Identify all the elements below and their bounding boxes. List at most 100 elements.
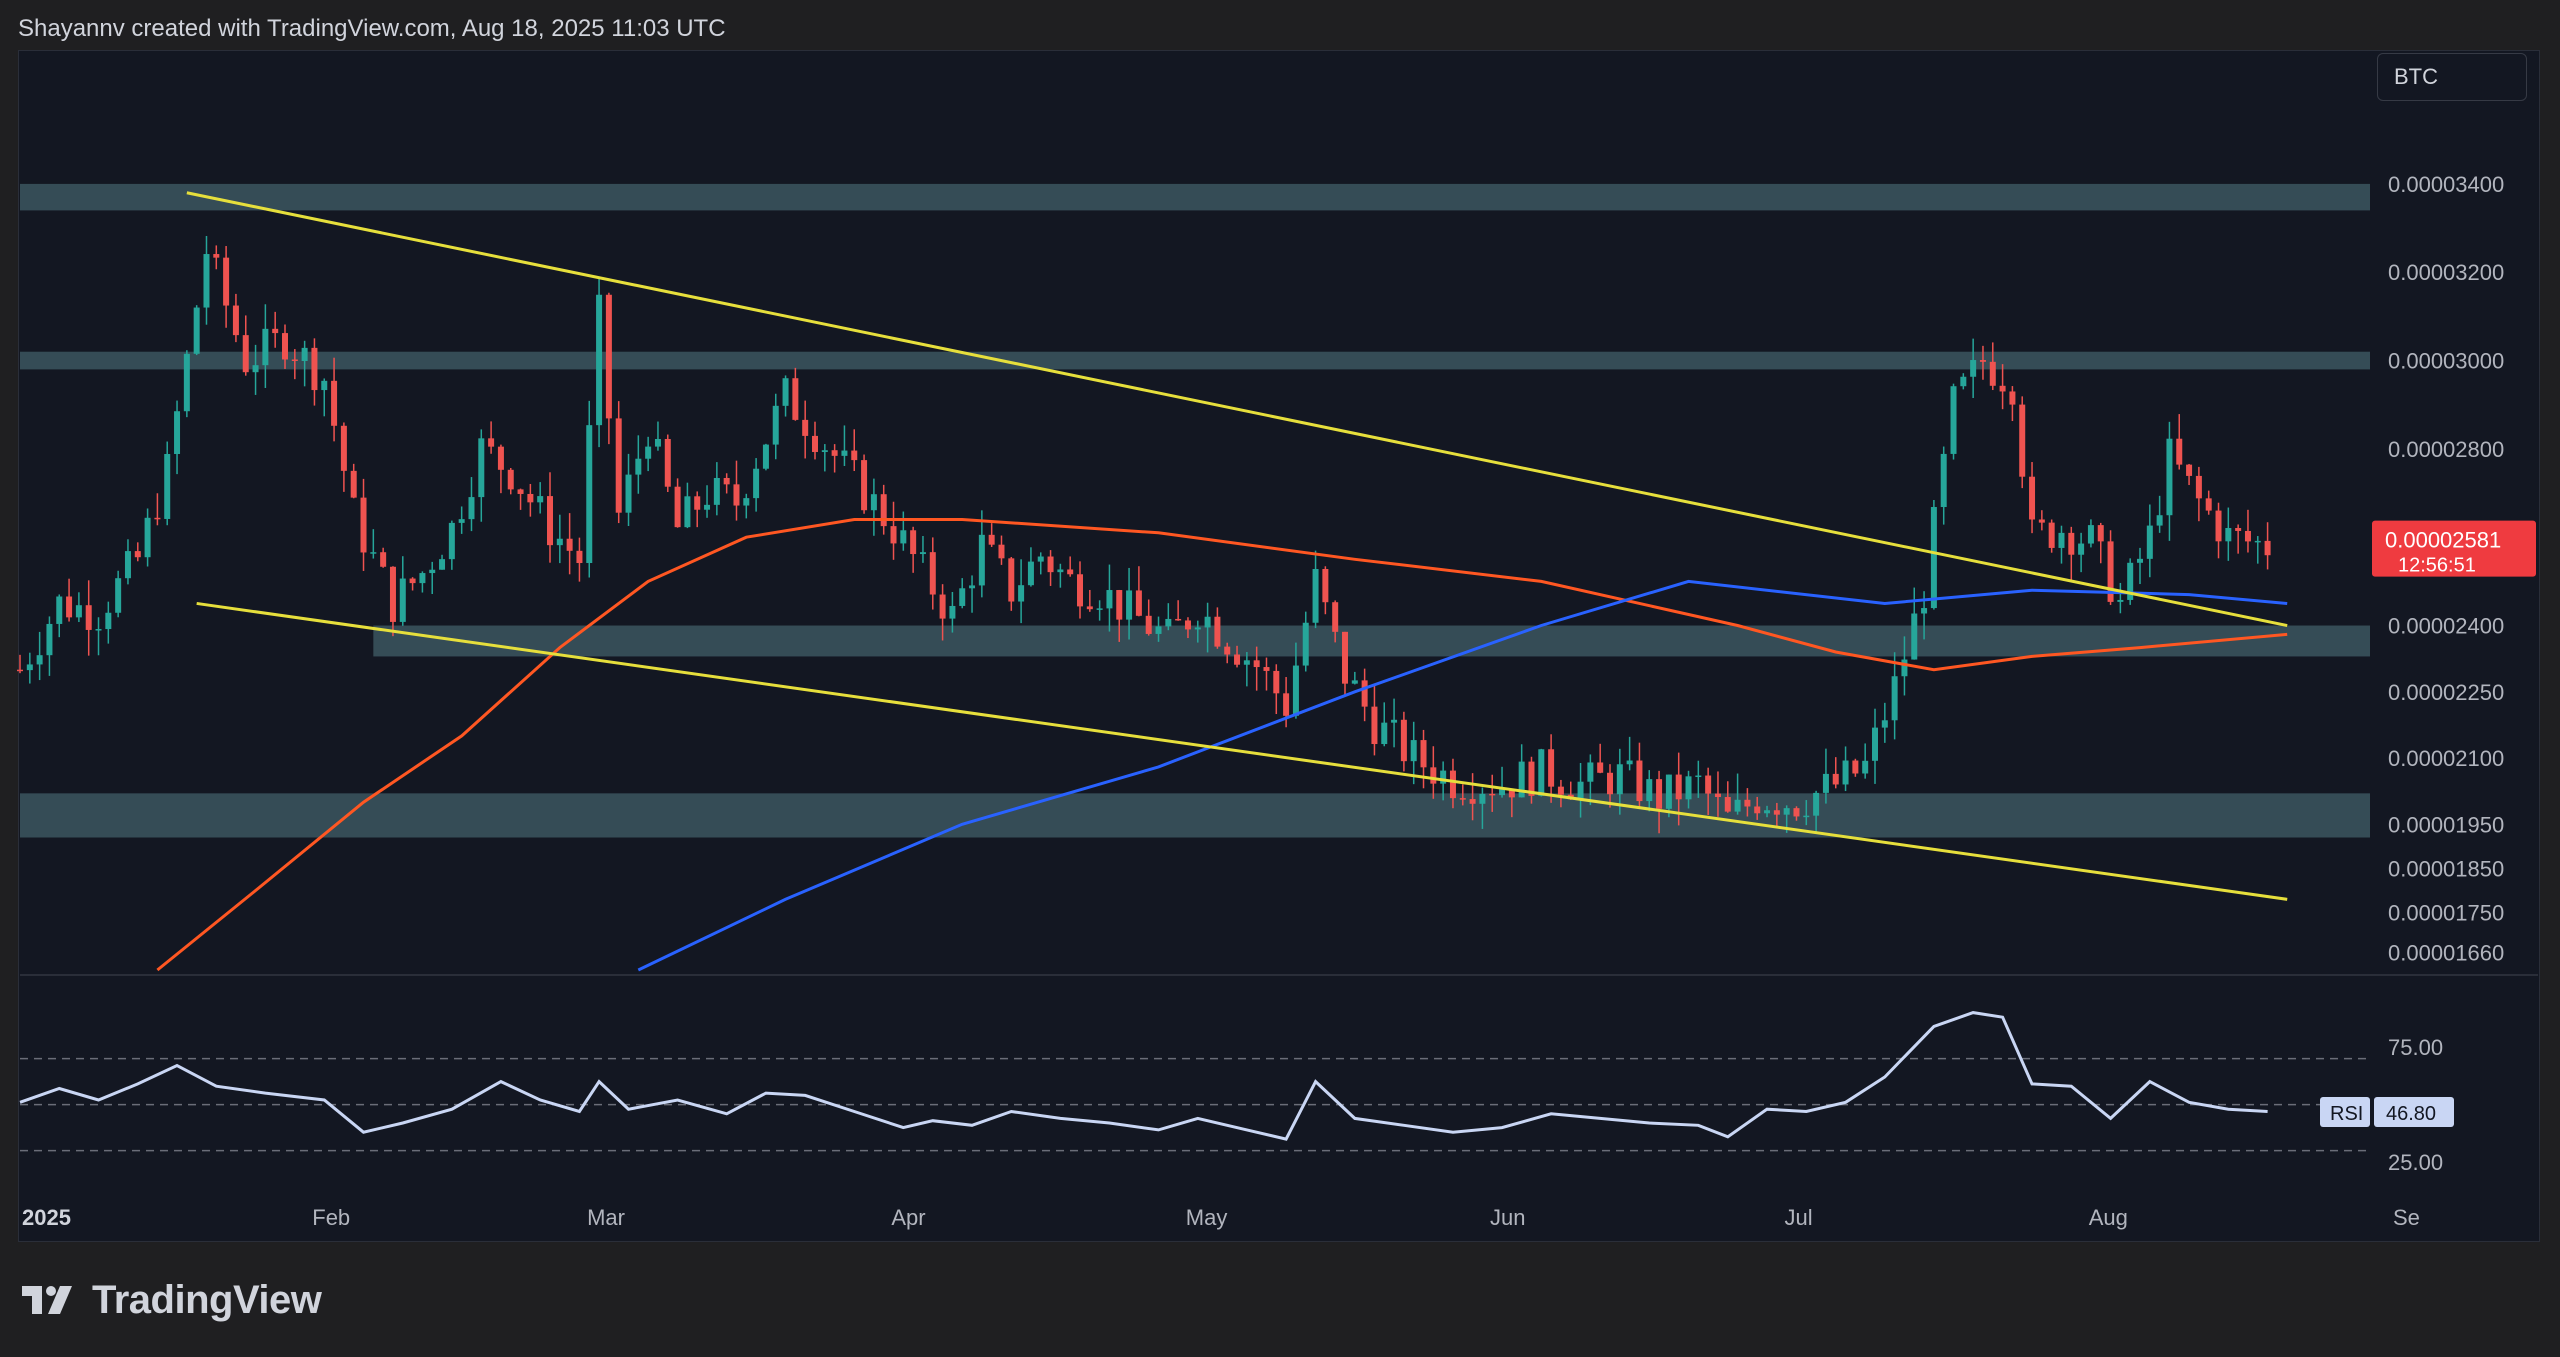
candle-body	[213, 254, 220, 258]
candle-body	[311, 347, 318, 391]
candle-body	[488, 438, 495, 447]
ma-long-line	[637, 579, 2288, 972]
candle-body	[458, 519, 465, 523]
candle-body	[2029, 476, 2036, 520]
price-tick-label-1: 0.00003200	[2388, 260, 2504, 285]
candle-body	[2235, 527, 2242, 531]
candle-body	[1381, 722, 1388, 745]
candle-body	[1960, 376, 1967, 387]
candle-body	[36, 655, 43, 665]
candle-body	[1214, 616, 1221, 647]
candle-body	[1489, 793, 1496, 796]
candle-body	[1420, 740, 1427, 768]
candle-body	[331, 380, 338, 426]
candle-body	[576, 550, 583, 564]
candle-body	[66, 596, 73, 618]
candle-body	[674, 486, 681, 528]
candle-body	[2117, 599, 2124, 602]
candle-body	[2048, 522, 2055, 548]
sr-zone-2	[373, 625, 2370, 657]
candle-body	[1538, 749, 1545, 796]
candle-body	[1989, 361, 1996, 386]
candle-body	[1283, 693, 1290, 716]
candle-body	[1067, 569, 1074, 575]
candles-layer	[17, 235, 2271, 834]
candle-body	[1852, 760, 1859, 774]
candle-body	[26, 664, 33, 671]
candle-body	[1685, 776, 1692, 800]
candle-body	[890, 526, 897, 544]
candle-body	[252, 365, 259, 373]
candle-body	[75, 605, 82, 618]
candle-body	[605, 294, 612, 419]
candle-body	[183, 353, 190, 412]
candle-body	[1999, 385, 2006, 392]
candle-body	[1243, 660, 1250, 665]
price-tick-label-8: 0.00001850	[2388, 856, 2504, 881]
candle-body	[547, 496, 553, 546]
indicator-lines-layer	[156, 191, 2288, 972]
candle-body	[1587, 762, 1594, 782]
candle-body	[174, 411, 181, 455]
header-bar: Shayannv created with TradingView.com, A…	[0, 0, 2560, 50]
candle-body	[1724, 797, 1731, 812]
candle-body	[1557, 786, 1564, 795]
candle-body	[762, 444, 769, 469]
candle-body	[409, 578, 416, 584]
time-tick-label-4: May	[1186, 1205, 1228, 1230]
candle-body	[1106, 590, 1113, 609]
candle-body	[1116, 590, 1123, 620]
price-tick-label-10: 0.00001660	[2388, 940, 2504, 965]
candle-body	[1086, 606, 1093, 610]
candle-body	[2087, 525, 2094, 544]
candle-body	[1921, 608, 1928, 614]
candle-body	[566, 538, 573, 551]
candle-body	[350, 470, 357, 498]
candle-body	[17, 669, 23, 672]
candle-body	[419, 573, 426, 584]
rsi-name-box	[2320, 1096, 2370, 1127]
candle-body	[1607, 772, 1613, 795]
candle-body	[389, 566, 396, 622]
candle-body	[1970, 360, 1977, 377]
price-tick-label-5: 0.00002250	[2388, 680, 2504, 705]
candle-body	[959, 588, 966, 606]
candle-body	[1911, 613, 1918, 660]
candle-body	[1665, 774, 1672, 809]
chart-panel[interactable]	[18, 50, 2540, 1242]
candle-body	[1577, 781, 1584, 800]
candle-body	[2186, 464, 2193, 476]
candle-body	[242, 335, 249, 373]
candle-body	[684, 496, 691, 528]
candle-body	[1754, 806, 1761, 814]
time-tick-label-5: Jun	[1490, 1205, 1525, 1230]
symbol-selector[interactable]: BTC	[2377, 53, 2527, 101]
candle-body	[1145, 615, 1152, 634]
zones-layer	[20, 183, 2370, 838]
time-tick-label-0: 2025	[22, 1205, 71, 1230]
candle-body	[2137, 558, 2143, 563]
candle-body	[399, 578, 406, 622]
candle-body	[1165, 618, 1172, 627]
candle-body	[105, 612, 112, 630]
candle-body	[1695, 775, 1702, 778]
candle-body	[900, 530, 907, 544]
candle-body	[1057, 569, 1064, 573]
candle-body	[694, 496, 701, 510]
candle-body	[1597, 762, 1604, 773]
candle-body	[988, 534, 995, 545]
candle-body	[1440, 770, 1447, 784]
time-tick-label-8: Se	[2393, 1205, 2420, 1230]
chart-canvas[interactable]: 0.00003400 0.00003200 0.00003000 0.00002800…	[0, 0, 2560, 1242]
candle-body	[1234, 654, 1241, 665]
tradingview-logo[interactable]: TradingView	[20, 1275, 322, 1325]
rsi-name-label: RSI	[2330, 1103, 2363, 1125]
candle-body	[870, 494, 877, 511]
candle-body	[1459, 798, 1466, 800]
price-tick-label-4: 0.00002400	[2388, 614, 2504, 639]
candle-body	[1224, 646, 1231, 655]
candle-body	[164, 454, 171, 519]
price-tick-label-6: 0.00002100	[2388, 746, 2504, 771]
candle-body	[439, 559, 446, 570]
candle-body	[193, 307, 200, 354]
